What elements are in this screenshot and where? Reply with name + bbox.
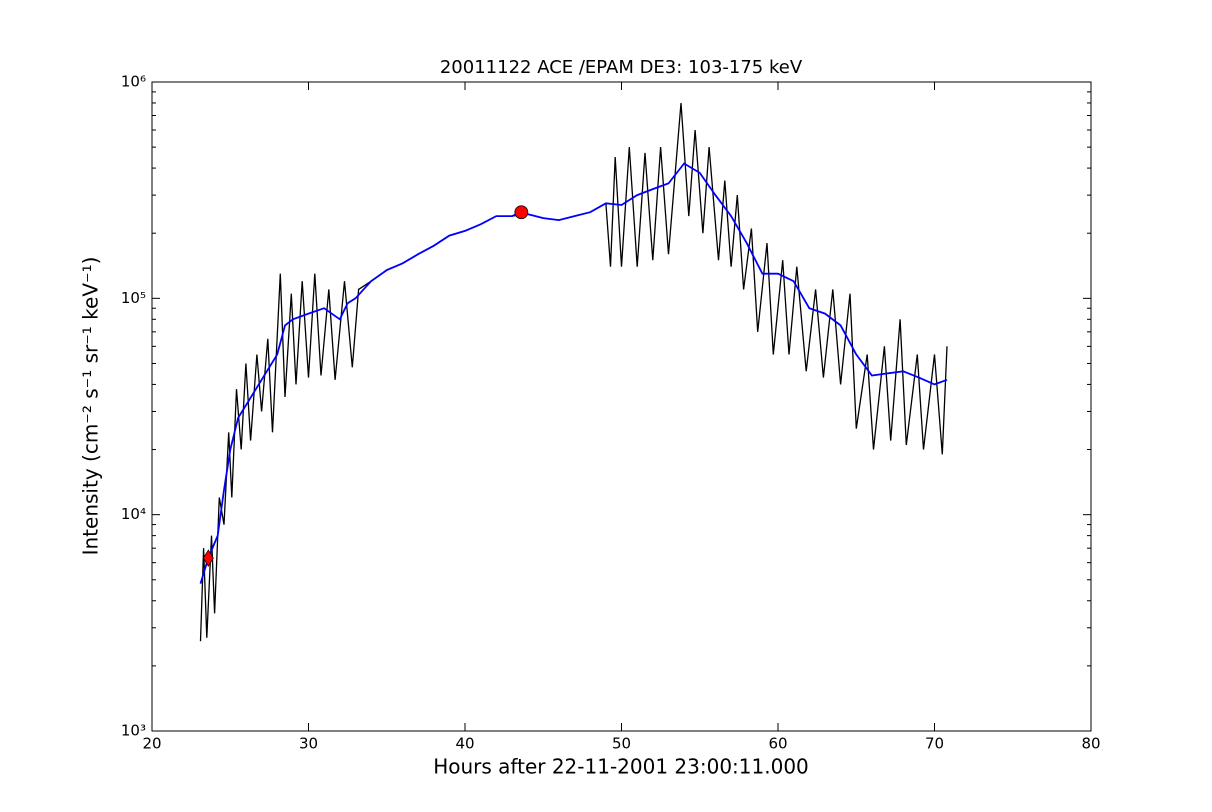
y-axis-label: Intensity (cm⁻² s⁻¹ sr⁻¹ keV⁻¹) (79, 257, 103, 556)
x-tick-label: 40 (455, 735, 474, 753)
x-tick-label: 80 (1081, 735, 1100, 753)
x-tick-label: 30 (299, 735, 318, 753)
marker-diamond (202, 549, 214, 567)
x-tick-label: 20 (142, 735, 161, 753)
y-tick-label: 10⁵ (121, 289, 146, 307)
x-tick-label: 70 (925, 735, 944, 753)
y-tick-label: 10⁶ (121, 73, 146, 91)
marker-circle (514, 205, 529, 220)
x-axis-label: Hours after 22-11-2001 23:00:11.000 (433, 755, 809, 779)
y-tick-label: 10³ (121, 722, 146, 740)
x-tick-label: 60 (768, 735, 787, 753)
chart-title: 20011122 ACE /EPAM DE3: 103-175 keV (440, 57, 803, 78)
x-tick-label: 50 (612, 735, 631, 753)
y-tick-label: 10⁴ (121, 505, 146, 523)
